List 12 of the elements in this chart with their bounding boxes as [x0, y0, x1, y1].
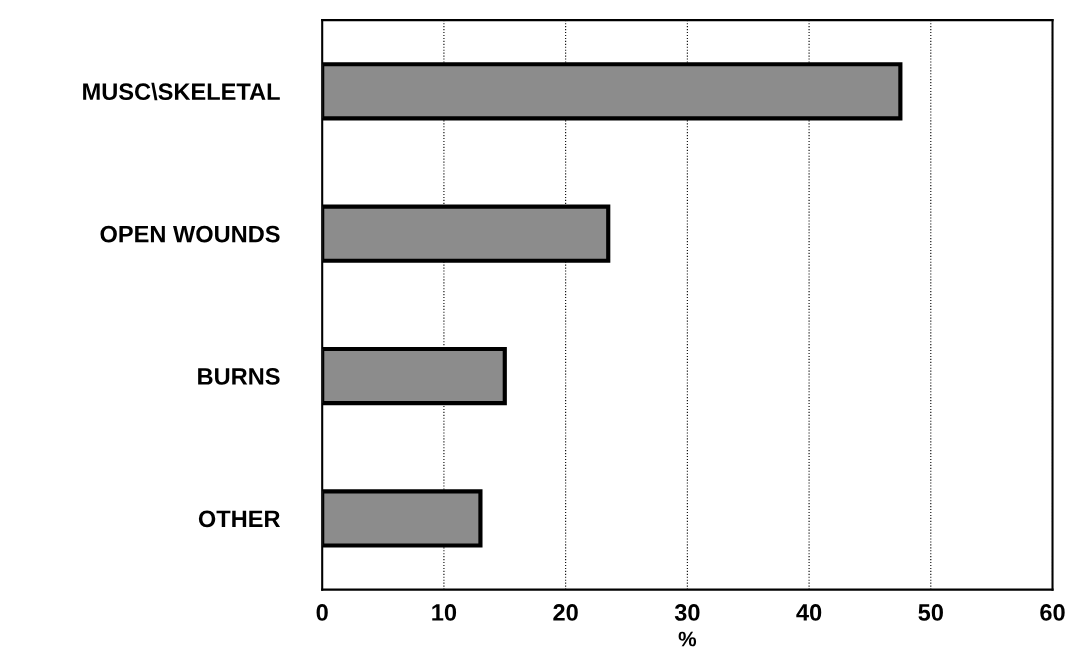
x-tick-label: 0 [316, 604, 328, 621]
x-axis-title: % [678, 631, 697, 647]
x-tick-label: 50 [918, 604, 943, 621]
y-tick-label: MUSC\SKELETAL [83, 82, 280, 101]
x-tick-label: 60 [1040, 604, 1065, 621]
x-tick-label: 20 [553, 604, 578, 621]
y-tick-label: OPEN WOUNDS [100, 225, 280, 243]
y-tick-label: OTHER [198, 510, 281, 528]
y-tick-label: BURNS [198, 368, 280, 385]
x-tick-label: 10 [432, 604, 457, 621]
x-tick-label: 30 [674, 604, 700, 621]
x-tick-label: 40 [796, 604, 822, 621]
